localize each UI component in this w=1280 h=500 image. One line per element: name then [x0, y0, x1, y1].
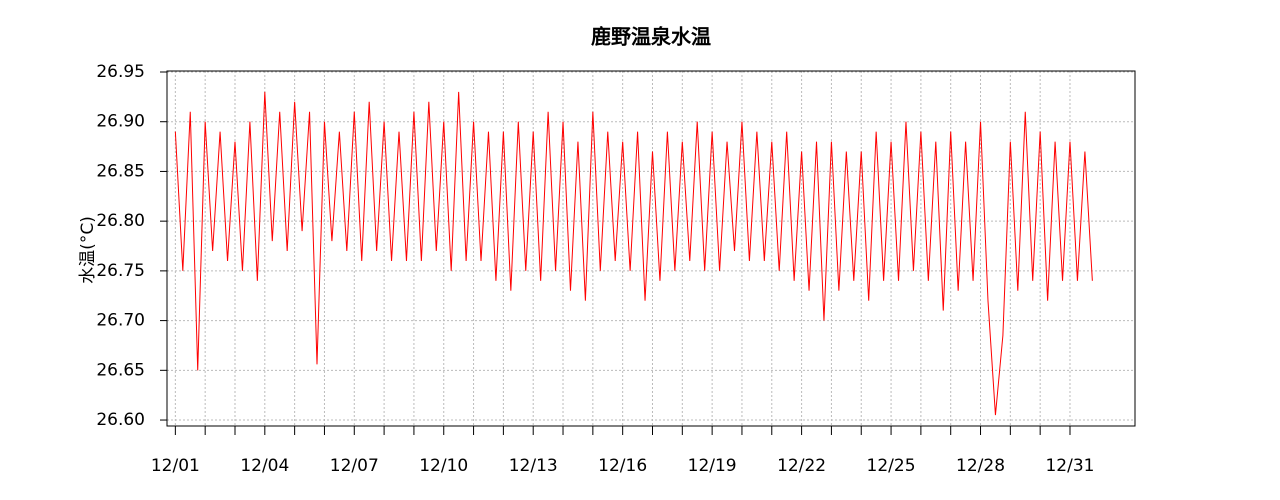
y-tick-label: 26.90	[96, 112, 145, 132]
y-tick-label: 26.70	[96, 311, 145, 331]
data-line	[174, 91, 1093, 416]
y-tick-label: 26.75	[96, 261, 145, 281]
x-tick-label: 12/01	[151, 456, 200, 476]
y-tick-label: 26.95	[96, 62, 145, 82]
x-tick-label: 12/04	[240, 456, 289, 476]
x-tick-label: 12/28	[956, 456, 1005, 476]
plot-frame	[166, 70, 1136, 427]
y-tick-label: 26.60	[96, 410, 145, 430]
x-tick-label: 12/19	[688, 456, 737, 476]
x-tick-label: 12/22	[777, 456, 826, 476]
chart-title: 鹿野温泉水温	[591, 25, 711, 49]
y-axis-label: 水温(°C)	[78, 216, 98, 284]
y-tick-label: 26.65	[96, 360, 145, 380]
x-tick-label: 12/25	[867, 456, 916, 476]
x-tick-label: 12/31	[1045, 456, 1094, 476]
x-tick-label: 12/10	[419, 456, 468, 476]
y-tick-label: 26.80	[96, 211, 145, 231]
x-tick-label: 12/07	[330, 456, 379, 476]
y-tick-label: 26.85	[96, 161, 145, 181]
x-tick-label: 12/13	[509, 456, 558, 476]
x-tick-label: 12/16	[598, 456, 647, 476]
